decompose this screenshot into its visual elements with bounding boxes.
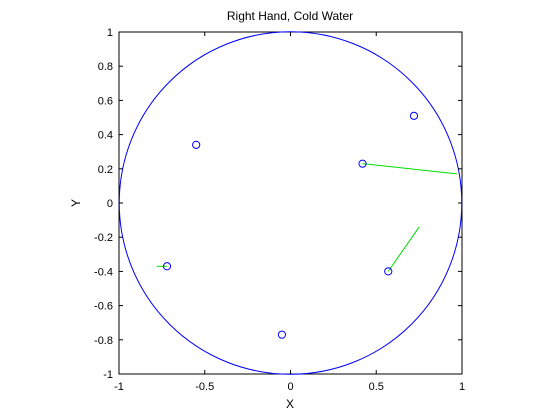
y-tick-label: -0.2 xyxy=(94,232,113,244)
y-tick-label: 1 xyxy=(107,27,113,39)
vector-line xyxy=(362,163,457,175)
y-tick-label: -1 xyxy=(103,369,113,381)
vectors xyxy=(156,163,457,272)
chart-title: Right Hand, Cold Water xyxy=(227,9,353,23)
vector-line xyxy=(387,226,420,272)
y-tick-label: -0.8 xyxy=(94,335,113,347)
unit-circle xyxy=(118,31,463,375)
y-tick-label: 0.2 xyxy=(98,164,113,176)
data-point xyxy=(277,330,287,339)
y-tick-label: 0.4 xyxy=(98,130,113,142)
y-tick-label: 0.6 xyxy=(98,95,113,107)
y-tick-label: 0 xyxy=(107,198,113,210)
x-tick-label: 0.5 xyxy=(369,381,384,393)
axes-box xyxy=(118,31,463,375)
data-points xyxy=(162,111,419,339)
x-tick-label: 1 xyxy=(459,381,465,393)
x-axis-label: X xyxy=(286,397,294,411)
x-tick-label: 0 xyxy=(287,381,293,393)
y-ticks: -1 -0.8 -0.6 -0.4 -0.2 0 0.2 0.4 0.6 0.8 1 xyxy=(94,27,462,381)
y-tick-label: 0.8 xyxy=(98,61,113,73)
x-ticks: -1 -0.5 0 0.5 1 xyxy=(114,32,465,393)
x-tick-label: -1 xyxy=(114,381,124,393)
y-tick-label: -0.4 xyxy=(94,266,113,278)
y-axis-label: Y xyxy=(69,199,83,207)
y-tick-label: -0.6 xyxy=(94,301,113,313)
data-point xyxy=(162,262,172,271)
data-point xyxy=(409,111,419,120)
data-point xyxy=(384,267,393,276)
data-point xyxy=(358,159,367,168)
x-tick-label: -0.5 xyxy=(195,381,214,393)
data-point xyxy=(192,140,201,149)
